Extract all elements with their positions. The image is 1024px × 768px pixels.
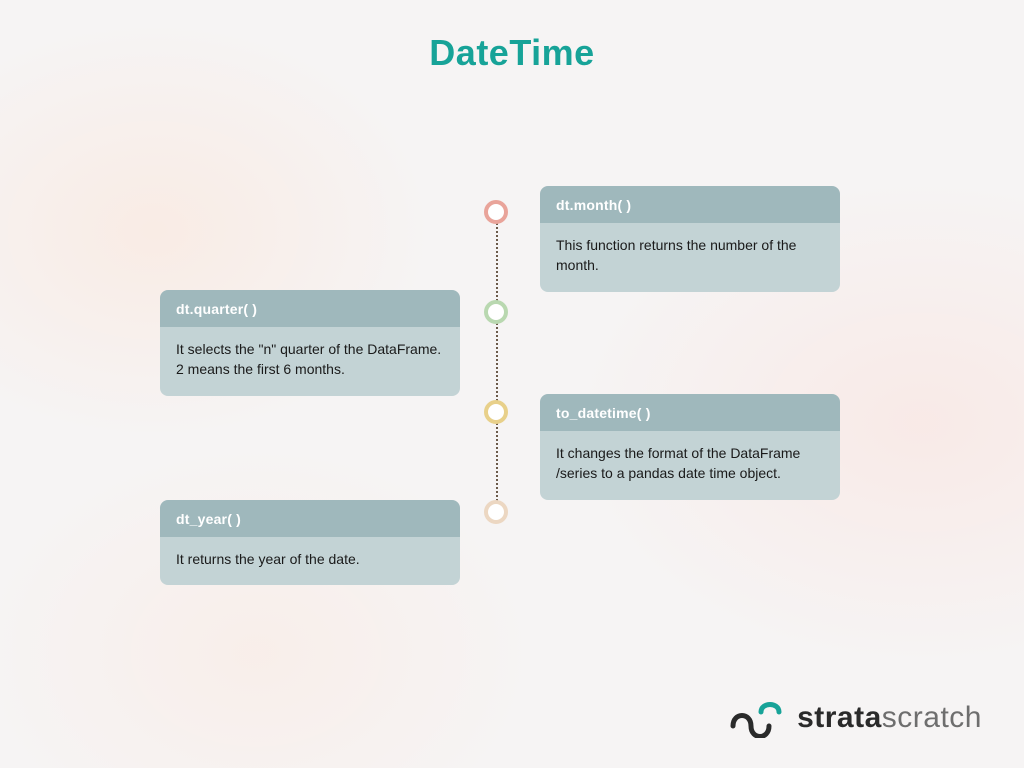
info-card-body: It changes the format of the DataFrame /… <box>540 431 840 500</box>
timeline-spine <box>496 212 498 517</box>
timeline-node <box>484 300 508 324</box>
info-card-body: It selects the "n" quarter of the DataFr… <box>160 327 460 396</box>
info-card: to_datetime( )It changes the format of t… <box>540 394 840 500</box>
timeline-node <box>484 500 508 524</box>
logo-text-light: scratch <box>882 701 982 734</box>
info-card-body: This function returns the number of the … <box>540 223 840 292</box>
info-card: dt.month( )This function returns the num… <box>540 186 840 292</box>
info-card: dt.quarter( )It selects the "n" quarter … <box>160 290 460 396</box>
brand-logo: stratascratch <box>729 698 982 738</box>
info-card-title: dt_year( ) <box>160 500 460 537</box>
logo-text-bold: strata <box>797 701 882 734</box>
logo-mark-icon <box>729 698 785 738</box>
timeline-node <box>484 200 508 224</box>
info-card-title: to_datetime( ) <box>540 394 840 431</box>
timeline-node <box>484 400 508 424</box>
page-title: DateTime <box>0 32 1024 74</box>
logo-text: stratascratch <box>797 701 982 735</box>
info-card-title: dt.month( ) <box>540 186 840 223</box>
info-card: dt_year( )It returns the year of the dat… <box>160 500 460 585</box>
info-card-title: dt.quarter( ) <box>160 290 460 327</box>
info-card-body: It returns the year of the date. <box>160 537 460 585</box>
